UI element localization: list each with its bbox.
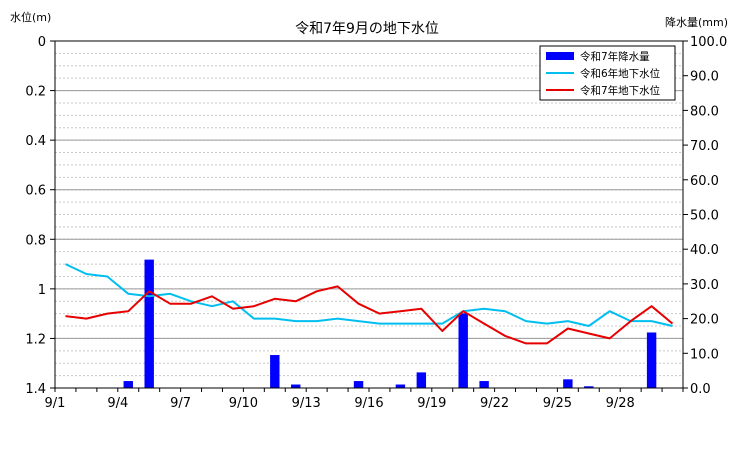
x-tick-label: 9/10 — [229, 396, 258, 411]
water-level-line — [65, 285, 674, 345]
rainfall-bar — [646, 332, 657, 388]
right-tick-label: 30.0 — [690, 278, 719, 293]
rainfall-bar — [353, 381, 364, 388]
legend-swatch-bar — [546, 52, 574, 60]
right-axis-label: 降水量(mm) — [665, 15, 728, 29]
rainfall-bar — [416, 372, 427, 388]
axes: 0 0.2 0.4 0.6 0.8 1 1.2 1.4 100.0 90.0 80.0 70.0 60.… — [25, 35, 727, 411]
left-tick-label: 1.4 — [25, 382, 46, 397]
right-tick-label: 80.0 — [690, 104, 719, 119]
rainfall-bar — [270, 355, 280, 388]
rainfall-bars — [123, 259, 657, 388]
left-tick-label: 0.4 — [25, 134, 46, 149]
legend-label: 令和7年降水量 — [580, 50, 650, 63]
rainfall-bar — [144, 259, 154, 388]
water-level-line — [65, 263, 673, 327]
legend-label: 令和6年地下水位 — [580, 67, 661, 80]
left-tick-label: 0.2 — [25, 85, 46, 100]
left-axis-label: 水位(m) — [10, 10, 51, 24]
rainfall-bar — [479, 381, 489, 388]
x-tick-label: 9/28 — [606, 396, 635, 411]
rainfall-bar — [458, 313, 468, 388]
left-tick-label: 0.8 — [25, 233, 46, 248]
left-tick-label: 0 — [38, 35, 46, 50]
x-tick-label: 9/7 — [170, 396, 191, 411]
rainfall-bar — [563, 379, 573, 388]
right-tick-label: 50.0 — [690, 209, 719, 224]
right-tick-label: 40.0 — [690, 243, 719, 258]
grid-lines — [55, 52, 683, 377]
left-tick-label: 0.6 — [25, 184, 46, 199]
right-tick-label: 90.0 — [690, 70, 719, 85]
right-tick-label: 60.0 — [690, 174, 719, 189]
water-level-lines — [65, 263, 674, 345]
rainfall-bar — [584, 386, 594, 388]
x-tick-label: 9/19 — [417, 396, 446, 411]
left-tick-label: 1.2 — [25, 332, 46, 347]
chart-title: 令和7年9月の地下水位 — [295, 21, 439, 37]
rainfall-bar — [395, 384, 406, 388]
left-tick-label: 1 — [38, 283, 46, 298]
legend-label: 令和7年地下水位 — [580, 84, 661, 97]
rainfall-bar — [291, 384, 301, 388]
x-tick-label: 9/16 — [354, 396, 383, 411]
right-tick-label: 100.0 — [690, 35, 727, 50]
x-tick-label: 9/13 — [292, 396, 321, 411]
x-tick-label: 9/25 — [543, 396, 572, 411]
x-tick-label: 9/4 — [107, 396, 128, 411]
right-tick-label: 10.0 — [690, 347, 719, 362]
x-tick-label: 9/1 — [45, 396, 66, 411]
rainfall-bar — [123, 381, 133, 388]
right-tick-label: 0.0 — [690, 382, 711, 397]
right-tick-label: 70.0 — [690, 139, 719, 154]
x-tick-label: 9/22 — [480, 396, 509, 411]
right-tick-label: 20.0 — [690, 313, 719, 328]
